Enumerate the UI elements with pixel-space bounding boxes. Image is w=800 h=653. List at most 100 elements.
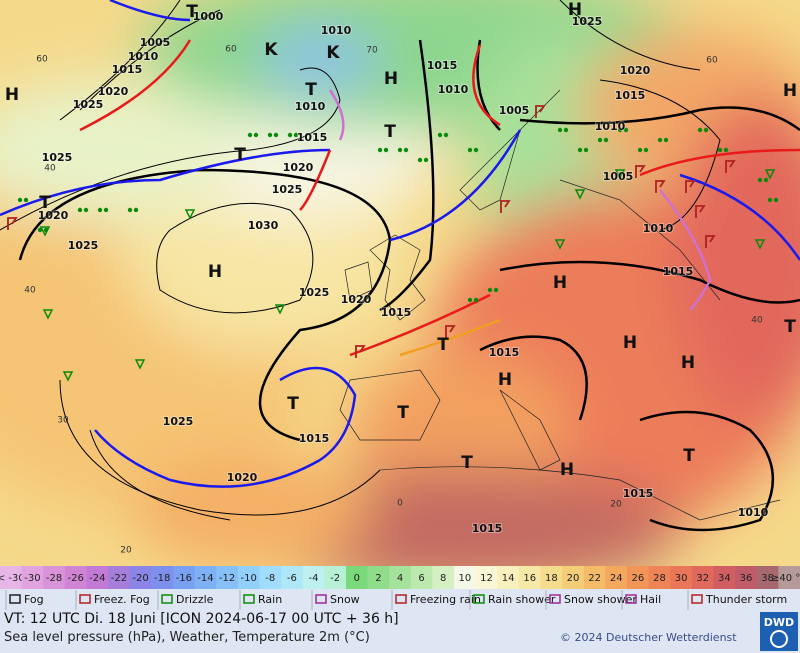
scale-cell [194, 566, 217, 589]
scale-label: 22 [588, 573, 601, 584]
rain-dot [773, 197, 779, 203]
isobar-label: 1020 [227, 471, 258, 484]
thunder-symbol [635, 165, 646, 178]
scale-label: -14 [197, 573, 213, 584]
rain-dot [133, 207, 139, 213]
isobar-label: 1020 [38, 209, 69, 222]
rain-dot [617, 127, 623, 133]
rain-dot [697, 127, 703, 133]
pressure-center: H [553, 273, 567, 293]
temperature-label: 70 [366, 46, 378, 56]
rain-dot [417, 157, 423, 163]
fronts [0, 0, 800, 488]
logo-swirl [770, 630, 788, 648]
scale-cell [670, 566, 693, 589]
pressure-center: T [784, 317, 796, 337]
legend-label: Rain [258, 593, 282, 606]
legend-label: Drizzle [176, 593, 214, 606]
scale-cell [367, 566, 390, 589]
rain-dot [663, 137, 669, 143]
scale-label: 14 [502, 573, 515, 584]
thunder-symbol [445, 325, 456, 338]
thunder-symbol [535, 105, 546, 118]
scale-label: -30 [24, 573, 40, 584]
scale-cell [497, 566, 520, 589]
isobar-label: 1005 [140, 36, 171, 49]
legend-label: Fog [24, 593, 44, 606]
legend-label: Freez. Fog [94, 593, 150, 606]
scale-label: 10 [458, 573, 471, 584]
isobar-label: 1025 [68, 239, 99, 252]
thunder-symbol [705, 235, 716, 248]
scale-label: 20 [567, 573, 580, 584]
isobar-label: 1015 [299, 432, 330, 445]
legend-icon [315, 594, 327, 604]
scale-cell [540, 566, 563, 589]
scale-cell [756, 566, 779, 589]
scale-label: 8 [440, 573, 446, 584]
isobar-label: 1025 [299, 286, 330, 299]
rain-dot [77, 207, 83, 213]
scale-cell [562, 566, 585, 589]
isobar-label: 1020 [341, 293, 372, 306]
copyright: © 2024 Deutscher Wetterdienst [560, 631, 737, 644]
scale-cell [172, 566, 196, 589]
isobar-label: 1025 [42, 151, 73, 164]
legend-label: Freezing rain [410, 593, 481, 606]
pressure-center: K [326, 43, 340, 63]
rain-dot [287, 132, 293, 138]
temperature-label: 30 [57, 416, 69, 426]
scale-cell [43, 566, 66, 589]
pressure-center: H [498, 370, 512, 390]
pressure-center: T [186, 2, 198, 22]
rain-dot [557, 127, 563, 133]
thunder-symbol [655, 180, 666, 193]
scale-label: 24 [610, 573, 623, 584]
legend-icon [473, 594, 485, 604]
scale-cell [410, 566, 433, 589]
isobar-label: 1010 [295, 100, 326, 113]
thunder-symbol [500, 200, 511, 213]
scale-label: 38 [761, 573, 774, 584]
rain-dot [563, 127, 569, 133]
scale-cell [778, 566, 800, 589]
scale-cell [454, 566, 477, 589]
scale-cell [345, 566, 369, 589]
rain-dot [293, 132, 299, 138]
scale-cell [324, 566, 347, 589]
pressure-center: H [623, 333, 637, 353]
shower-symbol [134, 359, 146, 370]
scale-label: -12 [219, 573, 235, 584]
pressure-center: H [5, 85, 19, 105]
rain-dot [583, 147, 589, 153]
thunder-symbol [725, 160, 736, 173]
pressure-center: T [384, 122, 396, 142]
shower-symbol [754, 239, 766, 250]
weather-symbols [7, 105, 779, 382]
scale-label: -6 [287, 573, 297, 584]
scale-label: 28 [653, 573, 666, 584]
legend-label: Rain shower [488, 593, 556, 606]
rain-dot [637, 147, 643, 153]
scale-cell [151, 566, 174, 589]
pressure-center: T [39, 193, 51, 213]
rain-dot [97, 207, 103, 213]
valid-time: VT: 12 UTC Di. 18 Juni [ICON 2024-06-17 … [4, 611, 399, 627]
logo-text: DWD [764, 616, 794, 629]
scale-cell [129, 566, 152, 589]
scale-label: -16 [176, 573, 192, 584]
scale-cell [605, 566, 628, 589]
isobar-label: 1020 [98, 85, 129, 98]
isobar-label: 1025 [73, 98, 104, 111]
shower-symbol [184, 209, 196, 220]
map: 1000100510101015102010251010101510101005… [0, 0, 800, 566]
scale-label: 36 [740, 573, 753, 584]
rain-dot [467, 147, 473, 153]
legend-background [0, 589, 800, 653]
rain-dot [643, 147, 649, 153]
scale-label: -22 [111, 573, 127, 584]
rain-dot [577, 147, 583, 153]
shower-symbol [554, 239, 566, 250]
rain-dot [377, 147, 383, 153]
